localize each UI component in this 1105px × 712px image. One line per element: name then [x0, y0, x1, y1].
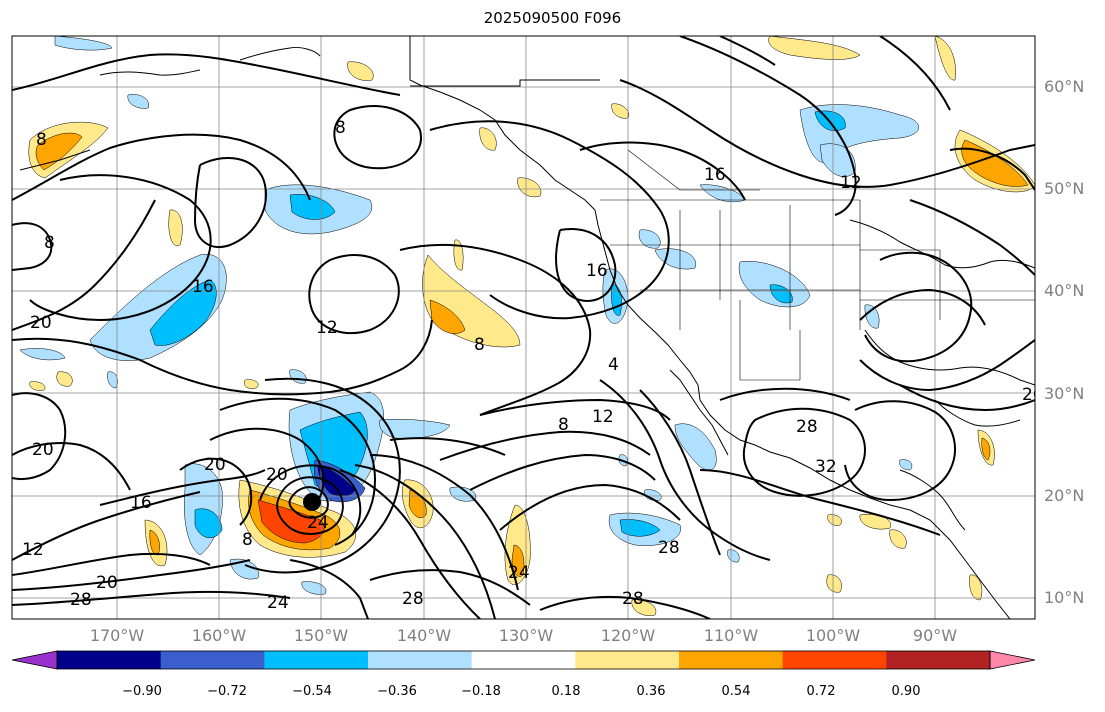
contour-label: 28 [402, 589, 424, 609]
contour-label: 20 [266, 465, 288, 485]
contour-label-group: 8 8 8 16 20 12 16 8 16 12 4 12 8 20 20 2… [22, 118, 1044, 613]
lon-label: 140°W [396, 626, 452, 645]
lat-label: 10°N [1044, 588, 1085, 607]
colorbar-tick-label: 0.72 [806, 684, 836, 699]
colorbar-cell [575, 651, 680, 669]
contour-label: 20 [30, 313, 52, 333]
colorbar-cells [57, 651, 991, 669]
colorbar-frame [56, 650, 991, 670]
colorbar-cell [782, 651, 887, 669]
lat-label: 30°N [1044, 384, 1085, 403]
map-frame [11, 35, 1036, 620]
lat-label: 50°N [1044, 179, 1085, 198]
colorbar-tick-label: 0.90 [891, 684, 921, 699]
contour-label: 8 [335, 118, 346, 138]
colorbar-tick-label: −0.54 [292, 684, 332, 699]
colorbar-tick-label: −0.72 [207, 684, 247, 699]
colorbar-cell [886, 651, 991, 669]
lon-label: 160°W [191, 626, 247, 645]
contour-label: 20 [32, 440, 54, 460]
positive-anomaly-fills [28, 36, 1035, 616]
contour-label: 32 [815, 457, 837, 477]
lon-label: 110°W [703, 626, 759, 645]
state-borders [600, 149, 1035, 381]
colorbar-cell [264, 651, 369, 669]
lat-label: 20°N [1044, 486, 1085, 505]
lon-label: 130°W [498, 626, 554, 645]
lon-label: 170°W [89, 626, 145, 645]
colorbar-tick-label: 0.36 [636, 684, 666, 699]
contour-label: 16 [192, 277, 214, 297]
contour-label: 8 [242, 530, 253, 550]
contour-label: 28 [796, 417, 818, 437]
colorbar-cell [160, 651, 265, 669]
contour-label: 24 [267, 593, 289, 613]
lat-label: 40°N [1044, 281, 1085, 300]
colorbar [11, 650, 1036, 670]
lon-label: 100°W [805, 626, 861, 645]
contour-label: 16 [130, 493, 152, 513]
colorbar-cell [368, 651, 473, 669]
contour-label: 28 [622, 589, 644, 609]
contour-label: 8 [44, 233, 55, 253]
map-title: 2025090500 F096 [483, 9, 622, 27]
storm-center-marker [303, 493, 321, 511]
colorbar-tick-label: −0.90 [122, 684, 162, 699]
colorbar-tick-label: −0.36 [377, 684, 417, 699]
lon-label: 120°W [600, 626, 656, 645]
contour-label: 8 [474, 335, 485, 355]
contour-label: 12 [22, 540, 44, 560]
contour-label: 28 [70, 590, 92, 610]
colorbar-extend-max [989, 650, 1036, 670]
contour-label: 28 [658, 538, 680, 558]
contour-label: 20 [96, 573, 118, 593]
colorbar-cell [679, 651, 784, 669]
colorbar-tick-label: −0.18 [461, 684, 501, 699]
colorbar-cell [57, 651, 162, 669]
contour-label: 8 [558, 415, 569, 435]
contour-label: 16 [704, 165, 726, 185]
contour-label: 12 [840, 173, 862, 193]
contour-label: 20 [204, 455, 226, 475]
contour-label: 16 [586, 261, 608, 281]
colorbar-extend-min [11, 650, 58, 670]
coastlines [19, 36, 1035, 619]
lon-label: 90°W [912, 626, 958, 645]
contour-label: 24 [508, 563, 530, 583]
lon-label: 150°W [293, 626, 349, 645]
contour-label: 12 [592, 407, 614, 427]
colorbar-tick-label: 0.54 [721, 684, 751, 699]
contour-label: 4 [608, 355, 619, 375]
contour-label: 12 [316, 318, 338, 338]
contour-label: 20 [1022, 385, 1044, 405]
contour-label: 24 [307, 513, 329, 533]
contour-lines [12, 36, 1035, 619]
negative-anomaly-fills [19, 36, 919, 595]
colorbar-cell [471, 651, 576, 669]
colorbar-tick-label: 0.18 [551, 684, 581, 699]
contour-label: 8 [36, 130, 47, 150]
lat-label: 60°N [1044, 77, 1085, 96]
